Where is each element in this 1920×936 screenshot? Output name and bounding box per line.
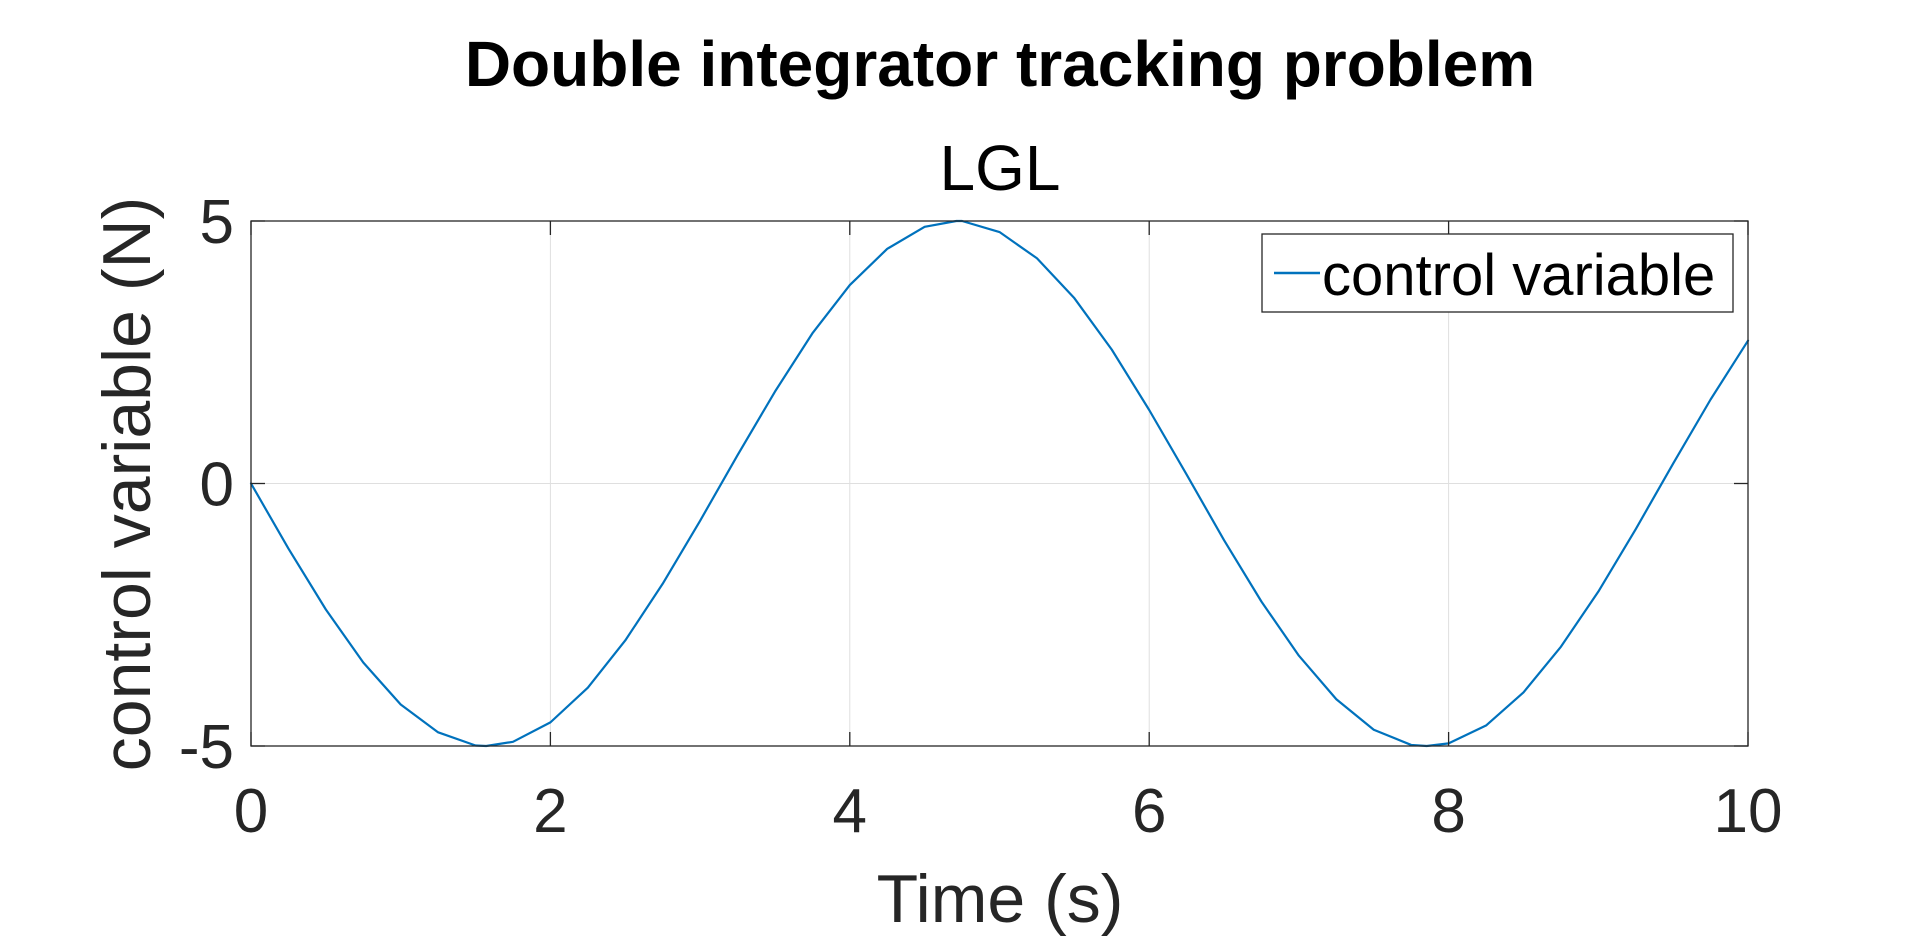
y-tick-label-0: -5 [179,713,234,782]
x-tick-labels: 0 2 4 6 8 10 [234,777,1783,846]
tick-marks [250,220,1749,747]
legend: control variable [1261,233,1734,313]
x-tick-label-2: 4 [833,777,867,846]
y-axis-label: control variable (N) [89,197,165,771]
legend-label-control-variable: control variable [1322,243,1715,308]
series-group [249,219,1750,748]
y-tick-label-2: 5 [200,188,234,257]
x-tick-label-0: 0 [234,777,268,846]
x-axis-label: Time (s) [877,861,1124,936]
x-tick-label-3: 6 [1132,777,1166,846]
y-tick-labels: -5 0 5 [179,188,234,782]
series-line-0 [249,219,1750,748]
chart-subtitle: LGL [940,132,1061,204]
x-tick-label-1: 2 [533,777,567,846]
legend-box [1261,233,1734,313]
x-tick-label-4: 8 [1431,777,1465,846]
x-tick-label-5: 10 [1714,777,1783,846]
y-tick-label-1: 0 [200,451,234,520]
chart-title: Double integrator tracking problem [465,28,1535,100]
